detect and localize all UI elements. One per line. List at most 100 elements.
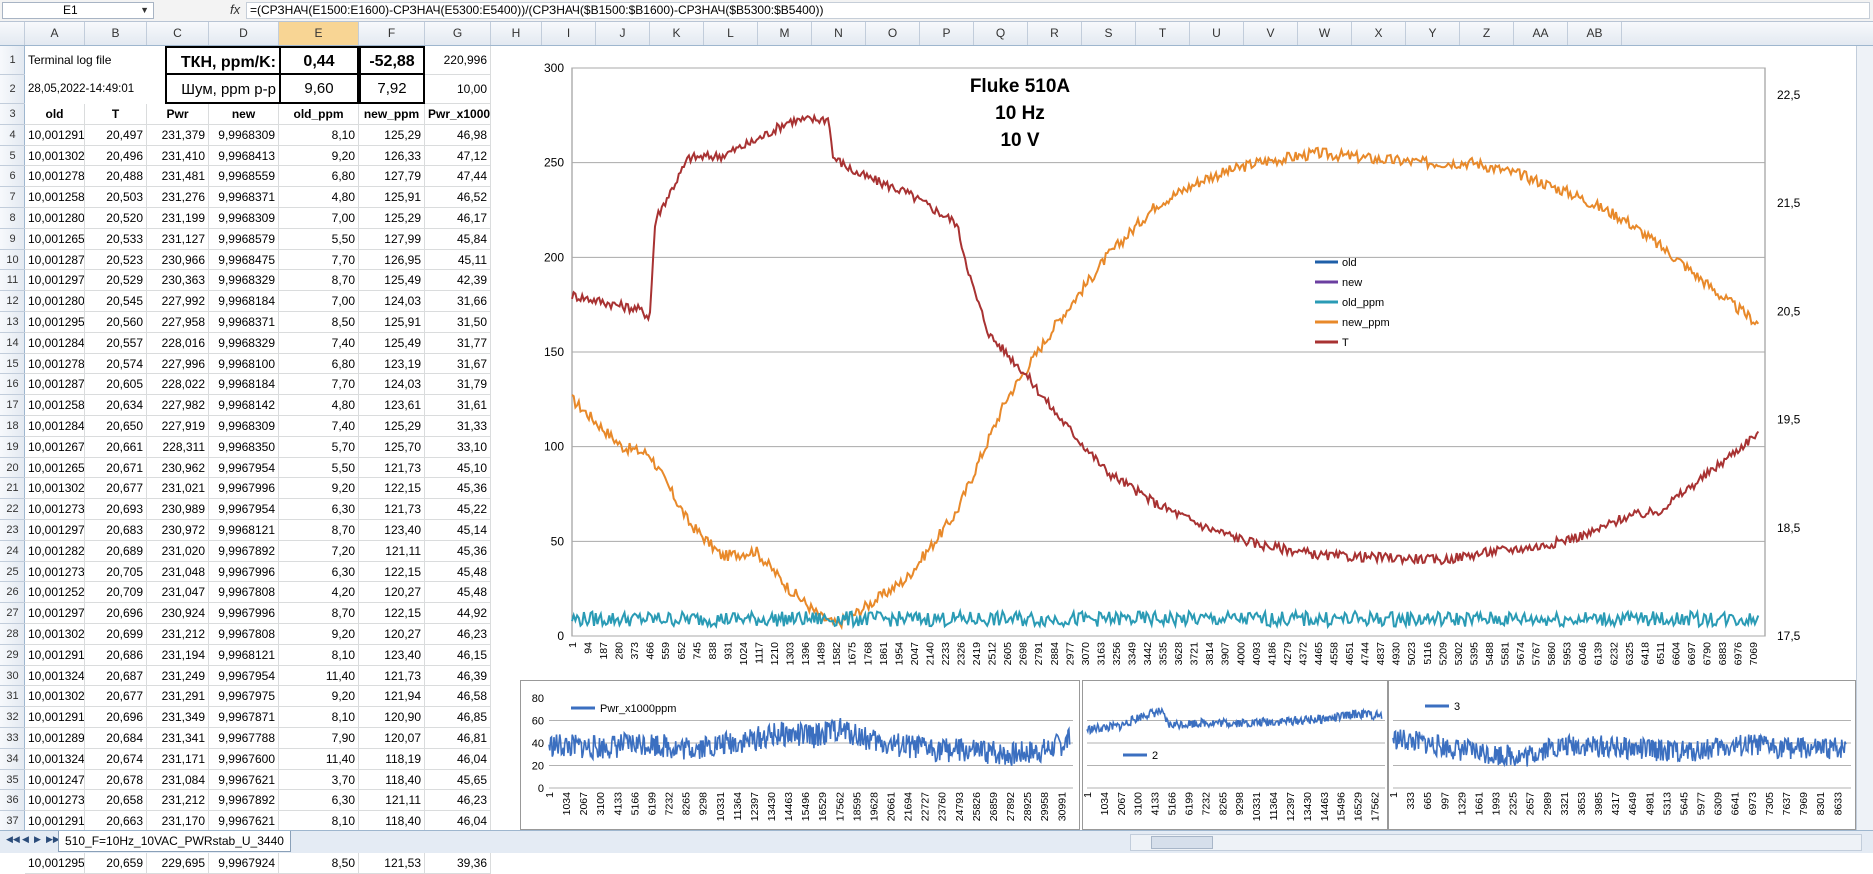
- formula-input[interactable]: =(СРЗНАЧ(E1500:E1600)-СРЗНАЧ(E5300:E5400…: [246, 2, 1870, 19]
- table-cell[interactable]: 10,001297: [25, 603, 85, 624]
- table-cell[interactable]: 124,03: [359, 374, 425, 396]
- column-header-c[interactable]: C: [147, 22, 209, 45]
- prev-sheet-icon[interactable]: ◀: [22, 834, 29, 844]
- table-cell[interactable]: 231,021: [147, 478, 209, 500]
- table-cell[interactable]: 230,972: [147, 520, 209, 541]
- table-cell[interactable]: 9,9967808: [209, 624, 279, 645]
- table-cell[interactable]: 9,9968100: [209, 353, 279, 375]
- table-cell[interactable]: 231,249: [147, 665, 209, 687]
- row-header-18[interactable]: 18: [0, 416, 25, 437]
- table-cell[interactable]: 127,79: [359, 166, 425, 188]
- horizontal-scrollbar[interactable]: [1130, 834, 1862, 851]
- table-cell[interactable]: 7,70: [279, 374, 359, 396]
- table-cell[interactable]: 125,70: [359, 436, 425, 458]
- table-cell[interactable]: 10,001302: [25, 145, 85, 167]
- table-cell[interactable]: 10,001252: [25, 582, 85, 604]
- row-header-19[interactable]: 19: [0, 437, 25, 458]
- row-header-8[interactable]: 8: [0, 208, 25, 229]
- row-header-25[interactable]: 25: [0, 562, 25, 583]
- table-cell[interactable]: 20,658: [85, 790, 147, 812]
- table-cell[interactable]: 125,29: [359, 208, 425, 229]
- table-cell[interactable]: 10,001267: [25, 436, 85, 458]
- table-cell[interactable]: 45,11: [425, 249, 491, 271]
- table-cell[interactable]: 121,11: [359, 540, 425, 562]
- table-cell[interactable]: 46,85: [425, 707, 491, 728]
- table-cell[interactable]: 45,65: [425, 769, 491, 791]
- table-cell[interactable]: 118,19: [359, 748, 425, 770]
- table-cell[interactable]: 45,48: [425, 582, 491, 604]
- row-header-13[interactable]: 13: [0, 312, 25, 333]
- table-cell[interactable]: 20,488: [85, 166, 147, 188]
- column-header-i[interactable]: I: [542, 22, 596, 45]
- table-cell[interactable]: 10,001265: [25, 457, 85, 479]
- table-cell[interactable]: 229,695: [147, 852, 209, 874]
- table-cell[interactable]: 121,11: [359, 790, 425, 812]
- table-cell[interactable]: 9,9967892: [209, 540, 279, 562]
- table-cell[interactable]: 8,10: [279, 811, 359, 832]
- row-header-3[interactable]: 3: [0, 104, 25, 125]
- table-cell[interactable]: 31,66: [425, 291, 491, 312]
- column-header-g[interactable]: G: [425, 22, 491, 45]
- table-cell[interactable]: 7,70: [279, 249, 359, 271]
- table-cell[interactable]: 33,10: [425, 436, 491, 458]
- table-cell[interactable]: 20,560: [85, 312, 147, 333]
- table-cell[interactable]: 230,363: [147, 270, 209, 292]
- row-header-23[interactable]: 23: [0, 520, 25, 541]
- table-cell[interactable]: 9,9968350: [209, 436, 279, 458]
- table-cell[interactable]: 20,533: [85, 228, 147, 250]
- table-cell[interactable]: 45,10: [425, 457, 491, 479]
- table-cell[interactable]: 231,379: [147, 124, 209, 146]
- table-cell[interactable]: 6,80: [279, 166, 359, 188]
- table-cell[interactable]: 125,49: [359, 332, 425, 354]
- table-cell[interactable]: 231,212: [147, 790, 209, 812]
- column-header-d[interactable]: D: [209, 22, 279, 45]
- table-cell[interactable]: 9,9968559: [209, 166, 279, 188]
- first-sheet-icon[interactable]: ◀◀: [6, 834, 20, 844]
- table-cell[interactable]: 9,9967621: [209, 769, 279, 791]
- table-cell[interactable]: 231,171: [147, 748, 209, 770]
- table-cell[interactable]: 228,016: [147, 332, 209, 354]
- table-cell[interactable]: 9,9968309: [209, 416, 279, 437]
- table-cell[interactable]: 46,81: [425, 728, 491, 749]
- table-cell[interactable]: 10,001278: [25, 166, 85, 188]
- table-cell[interactable]: 10,001291: [25, 811, 85, 832]
- table-cell[interactable]: 46,04: [425, 748, 491, 770]
- noise-old-value[interactable]: 9,60: [279, 75, 359, 104]
- table-cell[interactable]: 9,9967975: [209, 686, 279, 708]
- column-header-ab[interactable]: AB: [1568, 22, 1622, 45]
- table-cell[interactable]: 9,9967996: [209, 603, 279, 624]
- table-cell[interactable]: 46,39: [425, 665, 491, 687]
- table-cell[interactable]: 6,30: [279, 499, 359, 520]
- table-cell[interactable]: 9,20: [279, 686, 359, 708]
- table-cell[interactable]: 20,557: [85, 332, 147, 354]
- column-header-v[interactable]: V: [1244, 22, 1298, 45]
- table-cell[interactable]: 231,020: [147, 540, 209, 562]
- column-header-w[interactable]: W: [1298, 22, 1352, 45]
- table-cell[interactable]: 9,9967954: [209, 457, 279, 479]
- table-cell[interactable]: 20,650: [85, 416, 147, 437]
- table-cell[interactable]: 231,341: [147, 728, 209, 749]
- table-cell[interactable]: 31,77: [425, 332, 491, 354]
- table-cell[interactable]: 9,9967788: [209, 728, 279, 749]
- table-cell[interactable]: 231,291: [147, 686, 209, 708]
- table-cell[interactable]: 10,001302: [25, 478, 85, 500]
- table-cell[interactable]: 9,9967924: [209, 852, 279, 874]
- table-cell[interactable]: 31,50: [425, 312, 491, 333]
- table-cell[interactable]: 10,001295: [25, 852, 85, 874]
- table-cell[interactable]: 10,001273: [25, 561, 85, 583]
- table-cell[interactable]: 20,678: [85, 769, 147, 791]
- table-cell[interactable]: 10,001324: [25, 748, 85, 770]
- table-cell[interactable]: 20,674: [85, 748, 147, 770]
- table-cell[interactable]: 45,48: [425, 561, 491, 583]
- table-cell[interactable]: 8,50: [279, 312, 359, 333]
- table-cell[interactable]: 31,33: [425, 416, 491, 437]
- table-cell[interactable]: 9,9968309: [209, 124, 279, 146]
- table-cell[interactable]: 4,20: [279, 582, 359, 604]
- table-cell[interactable]: 46,23: [425, 624, 491, 645]
- table-cell[interactable]: 8,10: [279, 707, 359, 728]
- table-cell[interactable]: 9,20: [279, 145, 359, 167]
- table-cell[interactable]: 10,001284: [25, 416, 85, 437]
- column-header-y[interactable]: Y: [1406, 22, 1460, 45]
- table-cell[interactable]: 8,70: [279, 520, 359, 541]
- table-cell[interactable]: 10,001280: [25, 291, 85, 312]
